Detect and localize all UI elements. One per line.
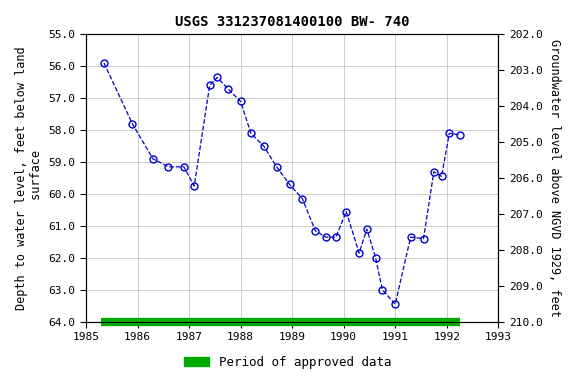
Y-axis label: Groundwater level above NGVD 1929, feet: Groundwater level above NGVD 1929, feet [548,39,561,317]
Title: USGS 331237081400100 BW- 740: USGS 331237081400100 BW- 740 [175,15,410,29]
Legend: Period of approved data: Period of approved data [179,351,397,374]
Y-axis label: Depth to water level, feet below land
 surface: Depth to water level, feet below land su… [15,46,43,310]
